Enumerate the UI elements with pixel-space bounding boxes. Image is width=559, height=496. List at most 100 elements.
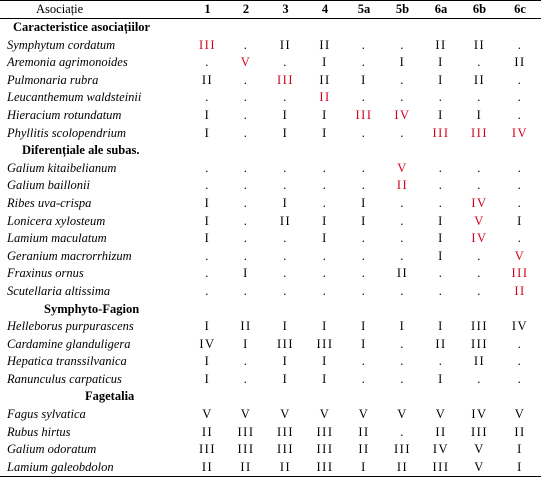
constancy-value: I xyxy=(438,319,444,334)
constancy-value: I xyxy=(438,55,444,70)
constancy-value: . xyxy=(361,37,367,52)
table-row: Lamium maculatum I.. I.. I IV. xyxy=(0,230,541,248)
constancy-value: II xyxy=(473,72,486,87)
synoptic-table: Asociație 1 2 3 4 5a 5b 6a 6b 6c Caracte… xyxy=(0,0,541,478)
constancy-value: . xyxy=(438,283,444,298)
species-name: Lamium maculatum xyxy=(7,231,107,246)
species-name: Galium baillonii xyxy=(7,178,90,193)
constancy-value: I xyxy=(322,354,328,369)
constancy-value: III xyxy=(511,266,529,281)
constancy-value: I xyxy=(438,107,444,122)
column-header: 5b xyxy=(383,0,422,19)
constancy-value: . xyxy=(477,283,482,298)
species-name: Galium kitaibelianum xyxy=(7,160,117,175)
table-row: Fagus sylvatica V V V V V V V IV V xyxy=(0,406,541,424)
constancy-value: III xyxy=(277,424,294,439)
constancy-value: . xyxy=(243,178,249,193)
constancy-value: III xyxy=(237,442,255,457)
constancy-value: . xyxy=(243,231,249,246)
constancy-value: . xyxy=(205,266,210,281)
constancy-value: . xyxy=(361,231,367,246)
constancy-value: I xyxy=(322,55,328,70)
species-name: Aremonia agrimonoides xyxy=(7,55,128,70)
group-header-row: Symphyto-Fagion xyxy=(0,301,541,319)
table-row: Lamium galeobdolon II II II III I II III V I xyxy=(0,458,541,478)
constancy-value: . xyxy=(243,72,249,87)
column-header: 6b xyxy=(460,0,499,19)
constancy-value: . xyxy=(400,336,405,351)
constancy-value: V xyxy=(202,407,213,422)
table-row: Scutellaria altissima........ II xyxy=(0,283,541,301)
constancy-value: . xyxy=(438,195,444,210)
constancy-value: I xyxy=(204,107,211,122)
constancy-value: I xyxy=(322,107,328,122)
constancy-value: I xyxy=(517,213,523,228)
constancy-value: II xyxy=(201,424,214,439)
constancy-value: I xyxy=(282,319,289,334)
constancy-value: . xyxy=(283,178,288,193)
species-name: Geranium macrorrhizum xyxy=(7,248,132,263)
group-title: Diferențiale ale subas. xyxy=(22,143,140,158)
constancy-value: V xyxy=(319,407,331,422)
constancy-value: . xyxy=(243,248,249,263)
table-row: Helleborus purpurascens I II I I I I I III IV xyxy=(0,318,541,336)
constancy-value: II xyxy=(279,213,292,228)
constancy-value: IV xyxy=(471,231,488,246)
group-header-row: Diferențiale ale subas. xyxy=(0,142,541,160)
species-name: Fraxinus ornus xyxy=(7,266,84,281)
table-row: Fraxinus ornus. I... II.. III xyxy=(0,265,541,283)
header-row: Asociație 1 2 3 4 5a 5b 6a 6b 6c xyxy=(0,0,541,19)
constancy-value: . xyxy=(438,160,444,175)
table-row: Galium kitaibelianum..... V... xyxy=(0,160,541,178)
constancy-value: III xyxy=(316,336,334,351)
constancy-value: I xyxy=(322,319,328,334)
constancy-value: IV xyxy=(471,195,488,210)
constancy-value: II xyxy=(319,37,331,52)
constancy-value: II xyxy=(279,37,292,52)
constancy-value: . xyxy=(517,90,523,105)
association-header: Asociație xyxy=(0,0,189,19)
constancy-value: I xyxy=(204,195,211,210)
constancy-value: . xyxy=(361,371,367,386)
constancy-value: . xyxy=(283,283,288,298)
constancy-value: I xyxy=(438,371,444,386)
constancy-value: III xyxy=(432,125,450,140)
constancy-value: V xyxy=(474,213,485,228)
constancy-value: . xyxy=(243,354,249,369)
constancy-value: I xyxy=(204,125,211,140)
constancy-value: III xyxy=(237,424,255,439)
constancy-value: III xyxy=(277,442,294,457)
species-name: Ranunculus carpaticus xyxy=(7,371,122,386)
constancy-value: . xyxy=(517,37,523,52)
species-name: Fagus sylvatica xyxy=(7,407,86,422)
constancy-value: I xyxy=(282,125,289,140)
table-row: Galium odoratum III III III III II III IV V I xyxy=(0,441,541,459)
constancy-value: . xyxy=(517,371,523,386)
constancy-value: . xyxy=(322,178,328,193)
constancy-value: V xyxy=(435,407,447,422)
constancy-value: II xyxy=(358,442,370,457)
column-header: 2 xyxy=(226,0,266,19)
constancy-value: . xyxy=(322,283,328,298)
constancy-value: . xyxy=(477,160,482,175)
column-header: 6a xyxy=(422,0,460,19)
constancy-value: II xyxy=(396,178,409,193)
constancy-value: I xyxy=(476,107,483,122)
constancy-value: . xyxy=(322,195,328,210)
species-name: Scutellaria altissima xyxy=(7,283,111,298)
constancy-value: . xyxy=(283,55,288,70)
constancy-value: III xyxy=(422,458,460,478)
table-row: Rubus hirtus II III III III II. II III II xyxy=(0,424,541,442)
constancy-value: . xyxy=(322,160,328,175)
group-title: Fagetalia xyxy=(85,389,135,404)
species-name: Hieracium rotundatum xyxy=(7,107,122,122)
constancy-value: IV xyxy=(432,442,450,457)
constancy-value: . xyxy=(400,248,405,263)
group-header-row: Caracteristice asociațiilor xyxy=(0,19,541,37)
constancy-value: . xyxy=(438,178,444,193)
constancy-value: II xyxy=(514,283,526,298)
constancy-value: . xyxy=(243,195,249,210)
constancy-value: V xyxy=(514,248,526,263)
constancy-value: . xyxy=(361,354,367,369)
constancy-value: II xyxy=(473,354,486,369)
